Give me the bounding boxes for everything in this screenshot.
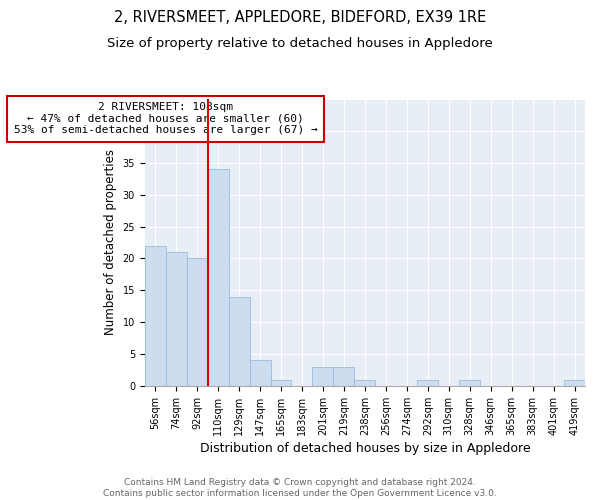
Y-axis label: Number of detached properties: Number of detached properties: [104, 150, 117, 336]
Bar: [145, 246, 166, 386]
Bar: [313, 367, 334, 386]
Bar: [459, 380, 480, 386]
Bar: [229, 296, 250, 386]
Bar: [417, 380, 438, 386]
Text: 2, RIVERSMEET, APPLEDORE, BIDEFORD, EX39 1RE: 2, RIVERSMEET, APPLEDORE, BIDEFORD, EX39…: [114, 10, 486, 25]
X-axis label: Distribution of detached houses by size in Appledore: Distribution of detached houses by size …: [200, 442, 530, 455]
Bar: [271, 380, 292, 386]
Text: 2 RIVERSMEET: 108sqm
← 47% of detached houses are smaller (60)
53% of semi-detac: 2 RIVERSMEET: 108sqm ← 47% of detached h…: [14, 102, 317, 136]
Text: Contains HM Land Registry data © Crown copyright and database right 2024.
Contai: Contains HM Land Registry data © Crown c…: [103, 478, 497, 498]
Bar: [250, 360, 271, 386]
Bar: [355, 380, 376, 386]
Bar: [564, 380, 585, 386]
Bar: [334, 367, 355, 386]
Text: Size of property relative to detached houses in Appledore: Size of property relative to detached ho…: [107, 38, 493, 51]
Bar: [166, 252, 187, 386]
Bar: [208, 169, 229, 386]
Bar: [187, 258, 208, 386]
